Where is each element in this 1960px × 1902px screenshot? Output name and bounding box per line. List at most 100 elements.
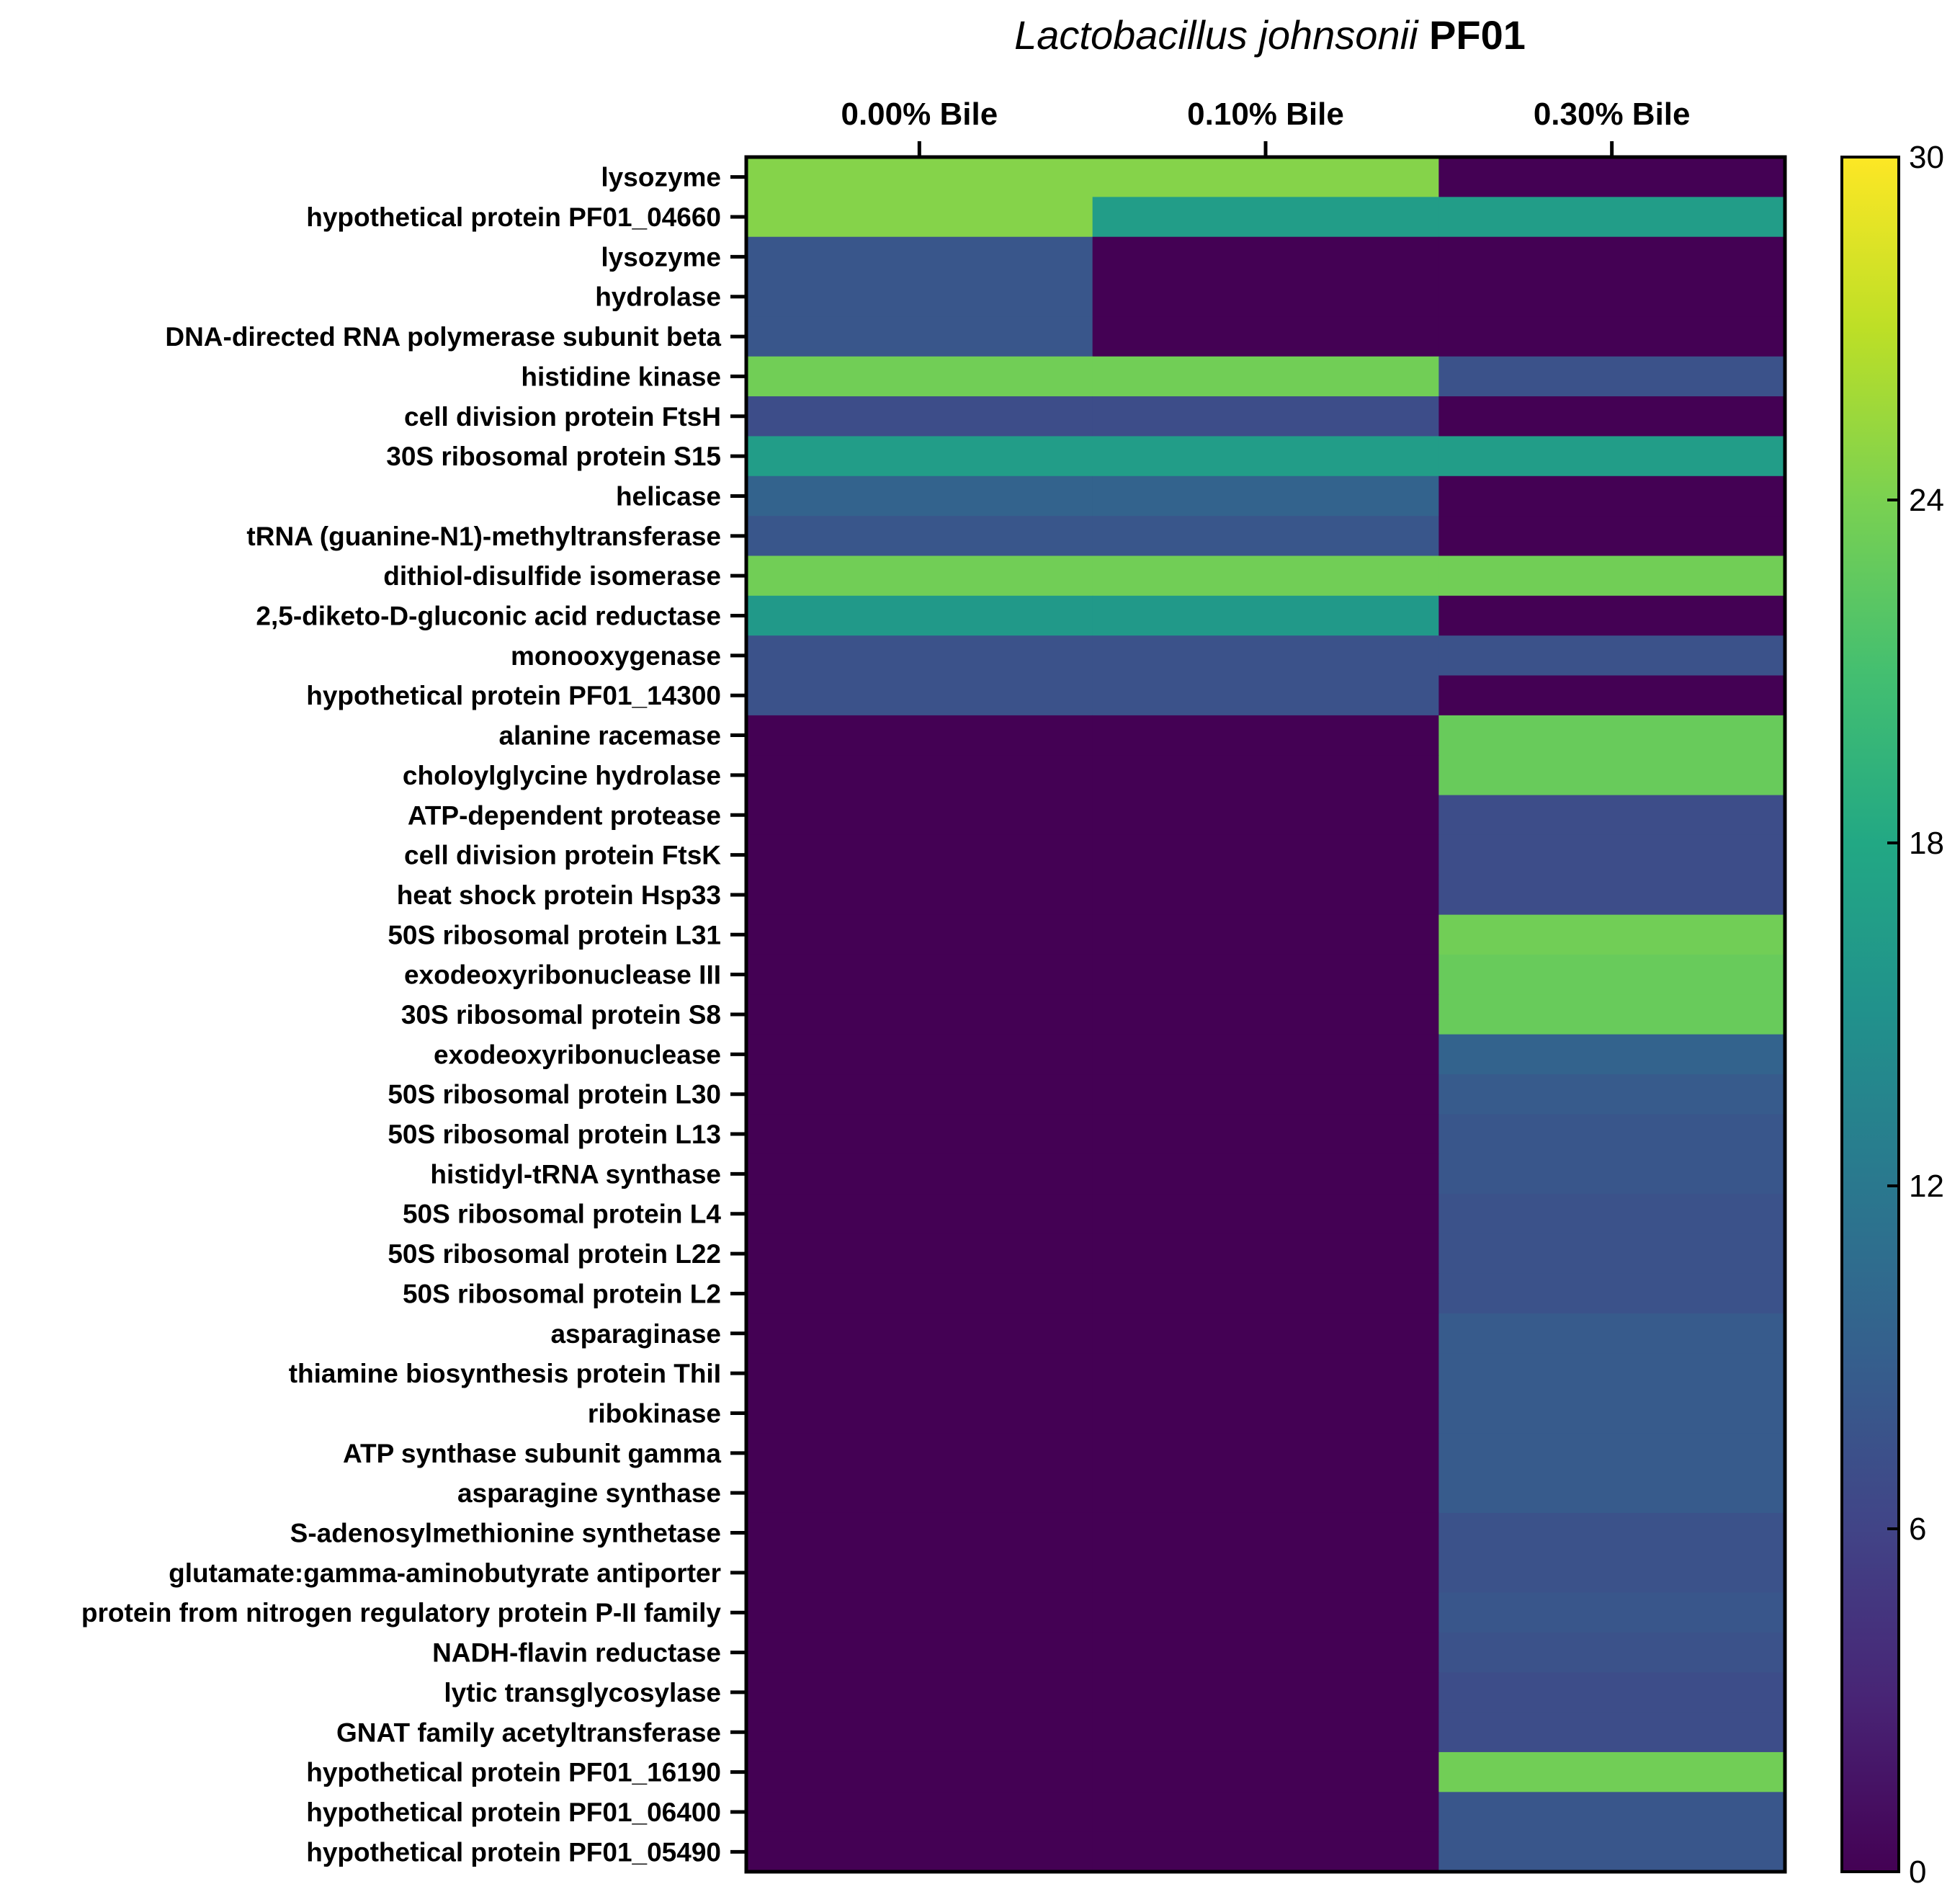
colorbar-tick-label: 6 xyxy=(1909,1512,1926,1547)
colorbar-tick-label: 30 xyxy=(1909,140,1944,175)
row-label: 50S ribosomal protein L22 xyxy=(388,1239,721,1269)
heatmap-cell xyxy=(1438,1751,1786,1792)
row-label: exodeoxyribonuclease xyxy=(434,1040,721,1069)
heatmap-cell xyxy=(1438,1353,1786,1394)
colorbar-tick-label: 18 xyxy=(1909,826,1944,861)
heatmap-cell xyxy=(1092,236,1439,277)
heatmap-cell xyxy=(746,436,1093,477)
heatmap-cell xyxy=(1438,1114,1786,1155)
heatmap-cell xyxy=(1438,356,1786,397)
heatmap-cells xyxy=(746,157,1786,1872)
row-label: histidyl-tRNA synthase xyxy=(430,1159,721,1189)
row-ticks xyxy=(730,175,746,1854)
heatmap-cell xyxy=(1438,1074,1786,1115)
column-label: 0.00% Bile xyxy=(841,97,998,132)
heatmap-cell xyxy=(746,834,1093,875)
heatmap-cell xyxy=(746,1512,1093,1553)
heatmap-cell xyxy=(746,1153,1093,1195)
heatmap-cell xyxy=(1092,476,1439,517)
row-label: lysozyme xyxy=(601,242,721,272)
heatmap-cell xyxy=(746,994,1093,1035)
chart-title: Lactobacillus johnsonii PF01 xyxy=(1014,12,1526,58)
row-label: protein from nitrogen regulatory protein… xyxy=(81,1598,721,1628)
title-species: Lactobacillus johnsonii xyxy=(1014,12,1419,58)
heatmap-cell xyxy=(746,914,1093,955)
heatmap-cell xyxy=(1438,595,1786,636)
heatmap-cell xyxy=(1438,755,1786,796)
row-label: choloylglycine hydrolase xyxy=(403,761,721,790)
heatmap-cell xyxy=(1092,1153,1439,1195)
heatmap-cell xyxy=(1092,1233,1439,1274)
heatmap-cell xyxy=(1092,1114,1439,1155)
heatmap-cell xyxy=(1438,1273,1786,1314)
heatmap-cell xyxy=(1092,197,1439,238)
heatmap-cell xyxy=(1092,1712,1439,1753)
heatmap-cell xyxy=(1092,277,1439,317)
row-label: ATP-dependent protease xyxy=(408,800,721,830)
heatmap-cell xyxy=(746,157,1093,197)
heatmap-cell xyxy=(746,1074,1093,1115)
heatmap-cell xyxy=(1438,197,1786,238)
row-label: DNA-directed RNA polymerase subunit beta xyxy=(165,322,721,352)
heatmap-cell xyxy=(746,675,1093,716)
row-label: histidine kinase xyxy=(521,362,721,391)
column-ticks xyxy=(917,141,1614,157)
row-label: 50S ribosomal protein L2 xyxy=(403,1279,721,1308)
row-label: hypothetical protein PF01_06400 xyxy=(306,1798,721,1827)
heatmap-cell xyxy=(1438,914,1786,955)
heatmap-cell xyxy=(746,1672,1093,1713)
heatmap-cell xyxy=(1092,675,1439,716)
row-label: heat shock protein Hsp33 xyxy=(397,880,721,910)
heatmap-cell xyxy=(1092,715,1439,756)
heatmap-cell xyxy=(746,1233,1093,1274)
heatmap-cell xyxy=(1092,1512,1439,1553)
heatmap-cell xyxy=(746,356,1093,397)
heatmap-cell xyxy=(1438,1393,1786,1434)
heatmap-cell xyxy=(1438,1792,1786,1833)
heatmap-cell xyxy=(1438,675,1786,716)
heatmap-cell xyxy=(1092,1034,1439,1075)
heatmap-cell xyxy=(1092,875,1439,916)
heatmap-cell xyxy=(1092,436,1439,477)
heatmap-cell xyxy=(1092,834,1439,875)
row-label: ATP synthase subunit gamma xyxy=(343,1439,721,1468)
heatmap-cell xyxy=(746,954,1093,995)
heatmap-cell xyxy=(1438,635,1786,677)
heatmap-cell xyxy=(746,1313,1093,1354)
heatmap-cell xyxy=(1438,316,1786,357)
heatmap-cell xyxy=(1438,1473,1786,1514)
heatmap-cell xyxy=(746,1034,1093,1075)
colorbar-tick-label: 0 xyxy=(1909,1854,1926,1890)
heatmap-cell xyxy=(746,1831,1093,1872)
heatmap-cell xyxy=(1092,516,1439,557)
row-label: helicase xyxy=(616,481,721,511)
column-labels: 0.00% Bile 0.10% Bile 0.30% Bile xyxy=(841,97,1690,132)
heatmap-cell xyxy=(1092,555,1439,597)
heatmap-cell xyxy=(1438,1672,1786,1713)
heatmap-cell xyxy=(1092,1831,1439,1872)
heatmap-cell xyxy=(1438,875,1786,916)
row-label: alanine racemase xyxy=(498,721,721,751)
heatmap-cell xyxy=(1092,1074,1439,1115)
heatmap-cell xyxy=(1438,236,1786,277)
heatmap-cell xyxy=(1438,795,1786,836)
heatmap-cell xyxy=(746,476,1093,517)
row-label: 50S ribosomal protein L30 xyxy=(388,1080,721,1110)
row-label: 50S ribosomal protein L13 xyxy=(388,1120,721,1149)
heatmap-cell xyxy=(1438,277,1786,317)
heatmap-cell xyxy=(1092,1473,1439,1514)
heatmap-cell xyxy=(1438,555,1786,597)
column-label: 0.30% Bile xyxy=(1534,97,1691,132)
row-label: glutamate:gamma-aminobutyrate antiporter xyxy=(169,1558,721,1588)
heatmap-cell xyxy=(1438,715,1786,756)
heatmap-cell xyxy=(746,1393,1093,1434)
heatmap-cell xyxy=(746,635,1093,677)
heatmap-cell xyxy=(1092,1632,1439,1673)
row-label: asparaginase xyxy=(550,1319,721,1349)
row-label: lysozyme xyxy=(601,163,721,192)
heatmap-cell xyxy=(1092,157,1439,197)
heatmap-cell xyxy=(746,1712,1093,1753)
heatmap-cell xyxy=(1438,1153,1786,1195)
heatmap-cell xyxy=(1438,1313,1786,1354)
